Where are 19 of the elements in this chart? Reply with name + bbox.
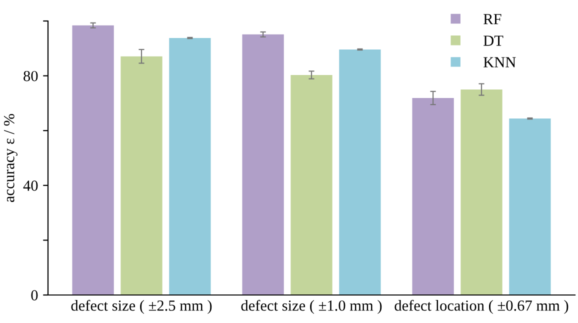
y-tick-label: 0 xyxy=(31,290,38,300)
legend-label: KNN xyxy=(484,57,516,68)
x-tick-label: defect size ( ±1.0 mm ) xyxy=(241,300,382,314)
bar xyxy=(72,25,114,295)
x-tick-label: defect size ( ±2.5 mm ) xyxy=(71,300,212,314)
legend-label: DT xyxy=(484,36,504,46)
bar xyxy=(460,90,502,295)
y-tick-label: 40 xyxy=(23,180,38,191)
y-tick-label: 80 xyxy=(24,70,38,82)
bar xyxy=(242,34,284,295)
bar xyxy=(290,74,332,295)
bar xyxy=(120,56,162,295)
legend-label: RF xyxy=(484,14,502,24)
y-axis-title: accuracy ε / % xyxy=(4,114,18,202)
bar xyxy=(339,49,381,295)
bar xyxy=(169,38,211,295)
bar xyxy=(509,118,551,295)
x-tick-label: defect location ( ±0.67 mm ) xyxy=(394,300,568,314)
bar xyxy=(412,98,454,295)
